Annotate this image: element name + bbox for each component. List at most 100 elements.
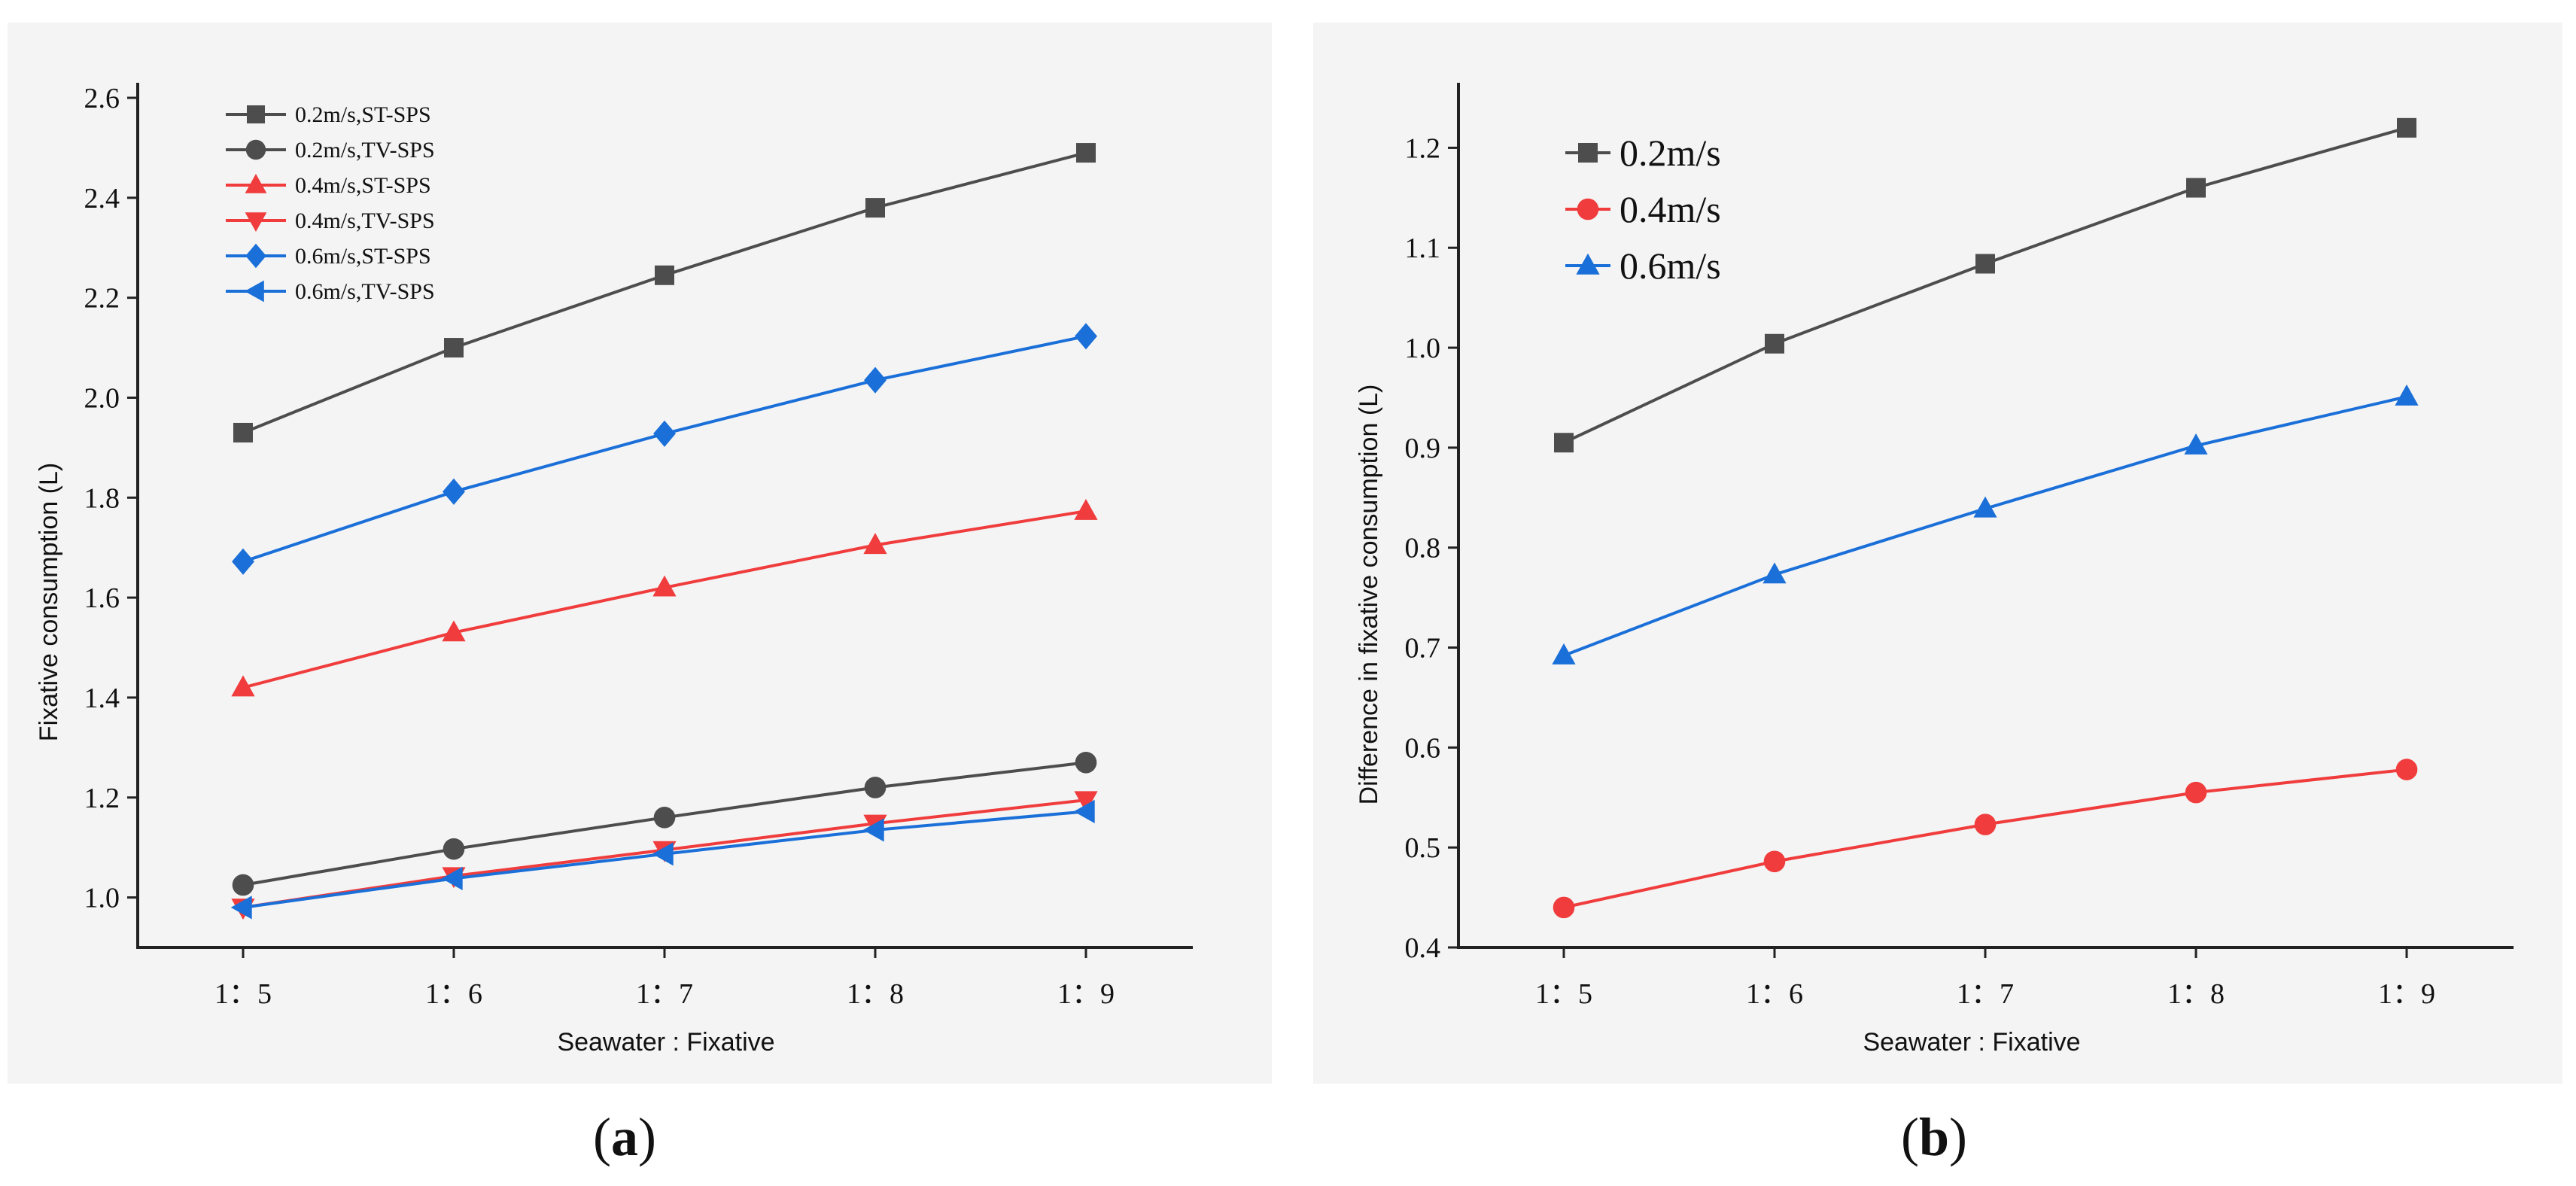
panel-b-data-point [2397, 117, 2416, 138]
panel-a-data-point [1075, 323, 1097, 350]
panel-a-caption-open: ( [593, 1107, 611, 1167]
panel-b-legend-marker [1577, 198, 1599, 220]
panel-a-legend-label: 0.6m/s,ST-SPS [295, 244, 431, 269]
panel-b-legend-label: 0.4m/s [1620, 188, 1721, 230]
panel-a-x-tick-label: 1：7 [636, 978, 693, 1010]
panel-a-data-point [864, 366, 887, 394]
panel-b-data-point [1763, 850, 1786, 873]
panel-b-caption-open: ( [1901, 1107, 1919, 1167]
panel-a-data-point [1074, 498, 1098, 520]
panel-a-background [8, 23, 1272, 1084]
panel-a-legend-label: 0.4m/s,TV-SPS [295, 208, 435, 233]
panel-a-legend-label: 0.2m/s,ST-SPS [295, 102, 431, 127]
panel-a-series-0 [233, 143, 1096, 442]
panel-b-data-point [2186, 178, 2206, 198]
panel-a-legend-marker [245, 243, 266, 269]
panel-a-series-5 [230, 799, 1095, 920]
panel-a-data-point [862, 818, 884, 842]
panel-a-data-point [1076, 143, 1096, 163]
panel-b-y-tick-label: 0.6 [1405, 732, 1441, 764]
panel-b-x-tick-label: 1：7 [1957, 978, 2014, 1010]
panel-a-series-1 [232, 751, 1097, 896]
panel-b-data-point [1975, 254, 1995, 274]
panel-b-data-point [1552, 643, 1576, 664]
panel-a-x-tick-label: 1：8 [847, 978, 904, 1010]
panel-a-caption-close: ) [638, 1107, 656, 1167]
panel-b-legend-label: 0.6m/s [1620, 245, 1721, 287]
panel-a-y-tick-label: 1.2 [84, 783, 120, 814]
panel-a-data-point [232, 548, 254, 575]
panel-b-y-tick-label: 0.8 [1405, 533, 1441, 564]
panel-b: 0.4 0.5 0.6 0.7 0.8 0.9 1.0 1.1 1.2 1：5 1：6 1：7 1：8 1… [1313, 23, 2562, 1167]
panel-b-y-axis-title: Difference in fixative consumption (L) [1355, 385, 1383, 805]
panel-a-data-point [444, 338, 464, 358]
panel-a-caption: (a) [593, 1107, 656, 1167]
panel-a-data-point [652, 575, 677, 597]
panel-a-y-tick-label: 1.8 [84, 482, 120, 514]
panel-b-background [1313, 23, 2562, 1084]
panel-b-series-1 [1553, 759, 2418, 919]
panel-a-legend-marker [245, 212, 267, 232]
panel-a-series-2 [231, 498, 1098, 697]
panel-b-legend-marker [1576, 253, 1600, 275]
panel-a-legend-marker [245, 139, 266, 160]
panel-b-y-tick-label: 0.7 [1405, 633, 1441, 664]
panel-b-legend-label: 0.2m/s [1620, 132, 1721, 174]
panel-b-y-tick-label: 0.9 [1405, 433, 1441, 464]
panel-a-data-point [1073, 799, 1095, 823]
panel-a-caption-letter: a [611, 1107, 638, 1167]
panel-b-y-tick-label: 0.4 [1405, 932, 1441, 964]
panel-a-data-point [1075, 751, 1097, 774]
panel-b-plot-area: 0.4 0.5 0.6 0.7 0.8 0.9 1.0 1.1 1.2 1：5 1：6 1：7 1：8 1… [1405, 83, 2514, 1010]
panel-a-y-tick-label: 1.6 [84, 582, 120, 614]
panel-a-data-point [442, 620, 466, 642]
panel-b-caption: (b) [1901, 1107, 1967, 1167]
panel-b-y-tick-label: 0.5 [1405, 832, 1441, 864]
panel-b-data-point [1553, 896, 1575, 919]
panel-b-caption-letter: b [1919, 1107, 1949, 1167]
panel-b-x-tick-label: 1：8 [2167, 978, 2225, 1010]
panel-a-data-point [865, 198, 885, 218]
panel-b-y-tick-label: 1.1 [1405, 233, 1441, 264]
panel-a-legend-marker [245, 174, 267, 193]
panel-a-axes [136, 83, 1193, 949]
panel-b-data-point [2395, 759, 2418, 780]
panel-a: 1.0 1.2 1.4 1.6 1.8 2.0 2.2 2.4 2.6 1：5 1：6 1：7 1：8 1… [8, 23, 1272, 1167]
panel-b-data-point [1762, 562, 1787, 584]
panel-a-data-point [1074, 791, 1098, 813]
panel-a-data-point [230, 896, 252, 920]
panel-a-y-tick-label: 1.0 [84, 883, 120, 914]
panel-a-x-axis-title: Seawater : Fixative [557, 1028, 774, 1057]
panel-b-data-point [2185, 781, 2207, 804]
panel-b-data-point [1974, 813, 1997, 835]
panel-a-data-point [232, 874, 254, 896]
panel-a-y-tick-label: 2.4 [84, 183, 120, 214]
panel-b-x-tick-label: 1：6 [1746, 978, 1803, 1010]
panel-a-y-tick-label: 2.6 [84, 83, 120, 114]
panel-a-data-point [233, 422, 253, 442]
panel-b-data-point [2395, 384, 2419, 406]
panel-a-legend-marker [247, 105, 265, 123]
panel-a-data-point [653, 807, 676, 829]
panel-b-legend-marker [1578, 143, 1598, 163]
panel-b-y-tick-label: 1.0 [1405, 333, 1441, 364]
panel-a-series-4 [232, 323, 1097, 575]
panel-b-series-0 [1554, 117, 2416, 453]
panel-a-y-tick-label: 2.2 [84, 283, 120, 315]
panel-a-data-point [652, 842, 674, 866]
panel-b-data-point [1554, 433, 1574, 453]
panel-a-data-point [863, 533, 887, 555]
panel-b-x-axis-title: Seawater : Fixative [1863, 1028, 2080, 1057]
panel-a-x-tick-label: 1：5 [214, 978, 272, 1010]
panel-a-legend-marker [245, 280, 264, 303]
panel-b-data-point [1765, 333, 1784, 354]
panel-a-legend-label: 0.4m/s,ST-SPS [295, 173, 431, 198]
panel-a-y-tick-label: 2.0 [84, 382, 120, 414]
panel-a-plot-area: 1.0 1.2 1.4 1.6 1.8 2.0 2.2 2.4 2.6 1：5 1：6 1：7 1：8 1… [84, 83, 1193, 1010]
panel-b-caption-close: ) [1949, 1107, 1967, 1167]
panel-a-data-point [655, 265, 674, 285]
panel-a-legend-label: 0.2m/s,TV-SPS [295, 138, 435, 163]
panel-a-data-point [441, 866, 463, 890]
panel-a-x-tick-label: 1：6 [425, 978, 482, 1010]
